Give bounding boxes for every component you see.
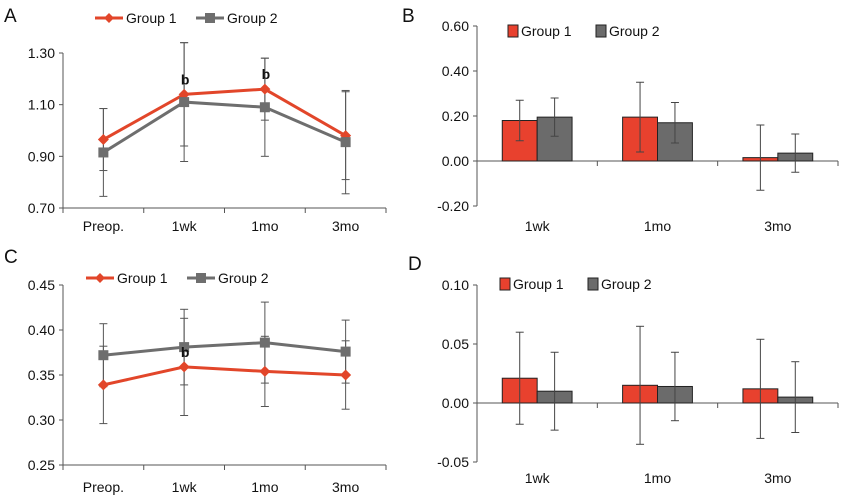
data-point-square [259, 102, 270, 113]
data-point-diamond [97, 379, 109, 391]
legend-marker-square [205, 13, 215, 23]
significance-marker: b [181, 71, 190, 87]
y-tick-label: 0.05 [442, 336, 469, 352]
x-tick-label: Preop. [83, 479, 124, 495]
data-point-square [98, 350, 109, 361]
legend-swatch [507, 24, 519, 38]
series-line-group-2 [103, 341, 346, 357]
series-line-group-2 [102, 100, 347, 154]
legend-label: Group 1 [513, 276, 564, 292]
legend-label: Group 1 [117, 270, 168, 286]
legend-label: Group 1 [521, 23, 572, 39]
y-tick-label: 0.30 [28, 412, 55, 428]
significance-marker: b [262, 66, 271, 82]
panel-label-d: D [408, 254, 422, 275]
data-point-square [179, 342, 190, 353]
data-point-square [340, 137, 351, 148]
significance-marker: b [181, 344, 190, 360]
x-tick-label: 1mo [251, 218, 278, 234]
x-tick-label: 1wk [172, 479, 198, 495]
y-tick-label: 0.40 [28, 322, 55, 338]
x-tick-label: 1wk [525, 470, 551, 486]
y-tick-label: 0.70 [28, 200, 55, 216]
legend-marker-diamond [95, 273, 105, 283]
data-point-square [259, 337, 270, 348]
x-tick-label: 1wk [172, 218, 198, 234]
panel-label-b: B [402, 6, 415, 27]
x-tick-label: Preop. [83, 218, 124, 234]
y-tick-label: 0.90 [28, 148, 55, 164]
y-tick-label: 0.10 [442, 277, 469, 293]
panel-label-c: C [4, 247, 18, 268]
series-line-group-1 [102, 87, 347, 141]
data-point-square [98, 147, 109, 158]
y-tick-label: 0.40 [442, 63, 469, 79]
x-tick-label: 3mo [332, 479, 359, 495]
y-tick-label: 0.35 [28, 367, 55, 383]
legend-swatch [587, 277, 599, 291]
data-point-diamond [178, 361, 190, 373]
legend-label: Group 1 [126, 10, 177, 26]
x-tick-label: 3mo [764, 470, 791, 486]
x-tick-label: 3mo [764, 218, 791, 234]
x-tick-label: 1mo [644, 470, 671, 486]
data-point-diamond [259, 83, 271, 95]
y-tick-label: 0.45 [28, 277, 55, 293]
legend-marker-square [196, 273, 206, 283]
data-point-diamond [259, 365, 271, 377]
y-tick-label: 0.60 [442, 18, 469, 34]
legend-label: Group 2 [218, 270, 269, 286]
data-point-square [179, 97, 190, 108]
x-tick-label: 1mo [644, 218, 671, 234]
panel-label-a: A [4, 6, 17, 27]
legend-label: Group 2 [601, 276, 652, 292]
data-point-diamond [97, 134, 109, 146]
y-tick-label: 1.30 [28, 45, 55, 61]
data-point-diamond [340, 369, 352, 381]
legend-label: Group 2 [609, 23, 660, 39]
y-tick-label: 1.10 [28, 97, 55, 113]
x-tick-label: 1wk [525, 218, 551, 234]
y-tick-label: -0.20 [437, 198, 469, 214]
legend-swatch [595, 24, 607, 38]
y-tick-label: -0.05 [437, 454, 469, 470]
y-tick-label: 0.00 [442, 153, 469, 169]
series-line-group-1 [103, 365, 346, 387]
x-tick-label: 3mo [332, 218, 359, 234]
legend-swatch [499, 277, 511, 291]
data-point-square [340, 346, 351, 357]
legend-label: Group 2 [227, 10, 278, 26]
y-tick-label: 0.00 [442, 395, 469, 411]
y-tick-label: 0.25 [28, 457, 55, 473]
y-tick-label: 0.20 [442, 108, 469, 124]
legend-marker-diamond [104, 13, 114, 23]
x-tick-label: 1mo [251, 479, 278, 495]
